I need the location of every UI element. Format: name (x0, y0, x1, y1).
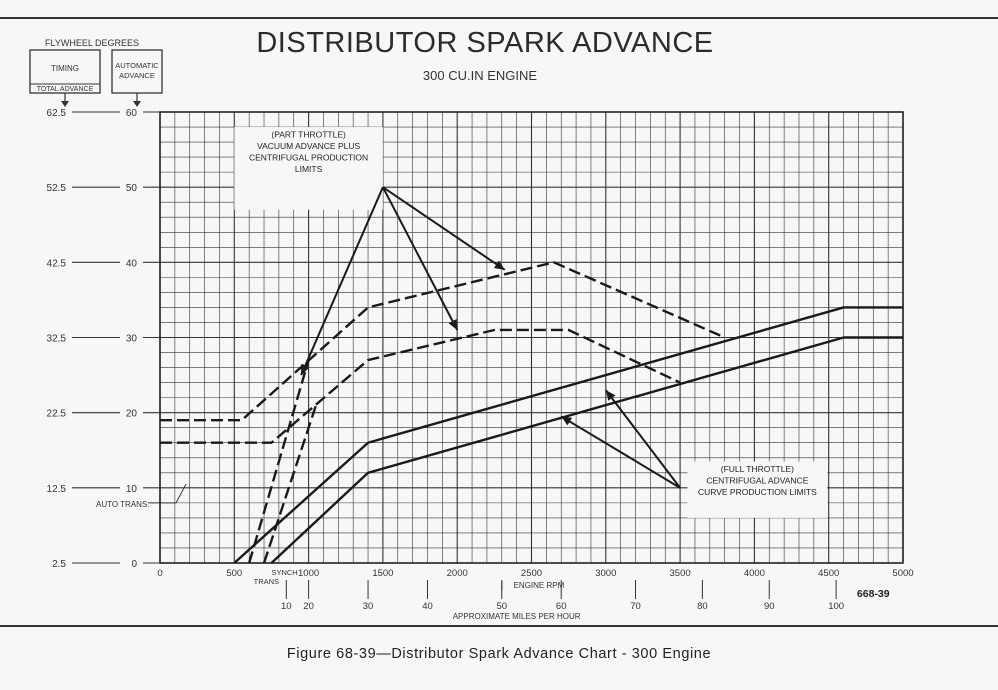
y-tick-total-advance: 52.5 (47, 183, 67, 194)
x-tick-rpm: 0 (157, 568, 162, 579)
part-throttle-arrow-synch (300, 186, 384, 376)
automatic-advance-label-1: AUTOMATIC (115, 61, 159, 70)
y-tick-total-advance: 22.5 (47, 409, 67, 420)
series-line-4-dashed (262, 404, 318, 564)
part-throttle-arrow-lower (382, 186, 459, 331)
y-tick-automatic-advance: 20 (126, 409, 138, 420)
part-throttle-arrow-upper (382, 186, 506, 271)
x-tick-rpm: 500 (226, 568, 242, 579)
timing-box-label: TIMING (51, 64, 79, 73)
y-tick-total-advance: 42.5 (47, 258, 67, 269)
x2-tick-mph: 40 (422, 601, 433, 612)
series-line-5-solid (233, 306, 903, 564)
part-throttle-label-line: LIMITS (295, 164, 323, 174)
x-tick-rpm: 3000 (595, 568, 616, 579)
part-throttle-label-line: CENTRIFUGAL PRODUCTION (249, 153, 368, 163)
part-throttle-arrow-lower-head (448, 319, 458, 330)
y-tick-automatic-advance: 40 (126, 258, 138, 269)
full-throttle-label-line: CURVE PRODUCTION LIMITS (698, 487, 817, 497)
y-tick-automatic-advance: 0 (131, 559, 137, 570)
series-line-1-dashed (160, 261, 726, 422)
spark-advance-chart: DISTRIBUTOR SPARK ADVANCE 300 CU.IN ENGI… (29, 27, 914, 621)
x-tick-rpm: 4500 (818, 568, 839, 579)
y-tick-automatic-advance: 50 (126, 183, 138, 194)
x-tick-rpm: 2000 (447, 568, 468, 579)
series-line-6-solid (270, 336, 903, 564)
x2-tick-mph: 10 (281, 601, 292, 612)
x-axis-label: ENGINE RPM (514, 581, 565, 590)
x-tick-rpm: 1500 (372, 568, 393, 579)
x2-tick-mph: 100 (828, 601, 844, 612)
full-throttle-label-bg (687, 461, 828, 518)
y-tick-total-advance: 32.5 (47, 334, 67, 345)
auto-trans-label: AUTO TRANS. (96, 500, 150, 509)
series-line-3-dashed (248, 359, 310, 564)
total-advance-label: TOTAL ADVANCE (37, 86, 94, 93)
flywheel-degrees-label: FLYWHEEL DEGREES (45, 38, 139, 48)
x2-tick-mph: 20 (303, 601, 314, 612)
x-tick-rpm: 3500 (670, 568, 691, 579)
part-throttle-label-line: VACUUM ADVANCE PLUS (257, 141, 360, 151)
y-tick-automatic-advance: 10 (126, 484, 138, 495)
y-tick-automatic-advance: 60 (126, 108, 138, 119)
full-throttle-arrow-lower-head (561, 416, 573, 426)
x-tick-rpm: 2500 (521, 568, 542, 579)
y-tick-automatic-advance: 30 (126, 334, 138, 345)
chart-title: DISTRIBUTOR SPARK ADVANCE (256, 27, 713, 59)
x2-tick-mph: 90 (764, 601, 775, 612)
part-throttle-arrow-upper-head (493, 260, 505, 270)
full-throttle-label-line: (FULL THROTTLE) (721, 464, 794, 474)
x-tick-rpm: 5000 (892, 568, 913, 579)
x2-tick-mph: 30 (363, 601, 374, 612)
automatic-advance-label-2: ADVANCE (119, 71, 155, 80)
figure-id: 668-39 (857, 588, 890, 600)
y-tick-total-advance: 12.5 (47, 484, 67, 495)
part-throttle-label-line: (PART THROTTLE) (271, 130, 346, 140)
bottom-rule (0, 625, 998, 627)
auto-advance-pointer-arrowhead (133, 101, 141, 107)
top-rule (0, 17, 998, 19)
x-tick-rpm: 1000 (298, 568, 319, 579)
auto-trans-leader (148, 483, 187, 504)
series-line-2-dashed (160, 328, 681, 444)
part-throttle-arrow-synch-head (301, 364, 310, 376)
synch-trans-label-2: TRANS (254, 577, 279, 586)
synch-trans-label-1: SYNCH (271, 568, 297, 577)
x2-tick-mph: 70 (630, 601, 641, 612)
timing-pointer-arrowhead (61, 101, 69, 107)
y-tick-total-advance: 2.5 (52, 559, 66, 570)
x2-tick-mph: 80 (697, 601, 708, 612)
x2-tick-mph: 60 (556, 601, 567, 612)
y-tick-total-advance: 62.5 (47, 108, 67, 119)
x2-tick-mph: 50 (496, 601, 507, 612)
full-throttle-arrow-lower (560, 415, 681, 489)
full-throttle-arrow-upper-head (605, 390, 616, 401)
x2-axis-label: APPROXIMATE MILES PER HOUR (453, 612, 581, 621)
full-throttle-arrow-upper (605, 389, 681, 489)
part-throttle-label-bg (234, 127, 383, 210)
chart-subtitle: 300 CU.IN ENGINE (423, 68, 537, 83)
full-throttle-label-line: CENTRIFUGAL ADVANCE (706, 476, 808, 486)
figure-caption: Figure 68-39—Distributor Spark Advance C… (286, 646, 712, 662)
x-tick-rpm: 4000 (744, 568, 765, 579)
